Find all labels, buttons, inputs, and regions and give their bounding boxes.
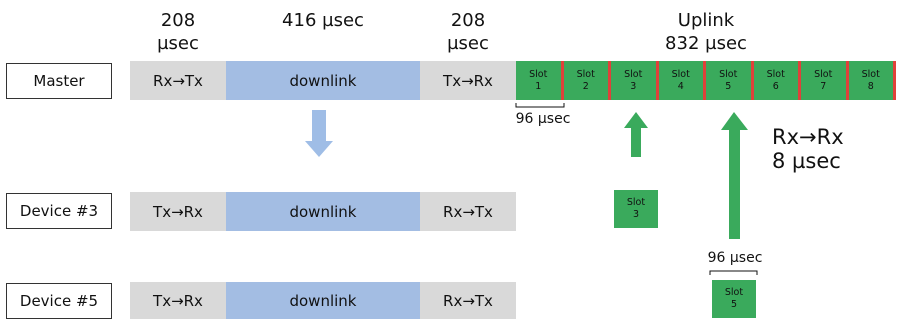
master-slot-4: Slot 4: [658, 61, 703, 100]
slot-number: 2: [582, 80, 589, 92]
slot-word: Slot: [719, 68, 738, 80]
slot-separator: [608, 61, 611, 100]
up-arrow-slot5-icon: [721, 112, 748, 239]
bracket-device5-slot: [709, 270, 758, 275]
device3-downlink: downlink: [226, 192, 420, 231]
slot-word: Slot: [576, 68, 595, 80]
slot-number: 3: [630, 80, 637, 92]
device5-slot-word: Slot: [724, 287, 744, 298]
slot-width-label-master: 96 µsec: [515, 111, 571, 127]
master-transition-rx-tx: Rx→Tx: [130, 61, 226, 100]
slot-word: Slot: [624, 68, 643, 80]
slot-separator: [845, 61, 849, 100]
up-arrow-slot3-icon: [624, 112, 648, 157]
header-transition2: 208 µsec: [420, 9, 516, 55]
master-transition-tx-rx: Tx→Rx: [420, 61, 516, 100]
device5-downlink: downlink: [226, 282, 420, 319]
slot-number: 6: [772, 80, 779, 92]
device3-slot-word: Slot: [626, 197, 646, 208]
row-label-device5: Device #5: [6, 283, 112, 319]
slot-word: Slot: [861, 68, 880, 80]
slot-number: 5: [725, 80, 732, 92]
slot-width-label-device5: 96 µsec: [707, 250, 763, 266]
header-downlink: 416 µsec: [282, 10, 364, 31]
device5-transition-rx-tx: Rx→Tx: [420, 282, 516, 319]
rx-rx-duration: 8 µsec: [772, 149, 841, 173]
header-uplink-title: Uplink: [677, 10, 735, 31]
device5-slot-number: 5: [730, 299, 738, 310]
master-slot-7: Slot 7: [801, 61, 846, 100]
master-slot-3: Slot 3: [611, 61, 656, 100]
header-uplink: Uplink 832 µsec: [516, 9, 896, 55]
device5-slot-5: Slot 5: [712, 280, 756, 318]
slot-number: 4: [677, 80, 684, 92]
header-transition1-unit: µsec: [157, 33, 199, 54]
down-arrow-icon: [305, 110, 333, 157]
device5-transition-tx-rx: Tx→Rx: [130, 282, 226, 319]
master-slot-6: Slot 6: [753, 61, 798, 100]
device3-slot-number: 3: [632, 209, 640, 220]
header-transition2-value: 208: [450, 10, 486, 31]
slot-separator: [655, 61, 659, 100]
slot-separator: [893, 61, 896, 100]
header-transition1-value: 208: [160, 10, 196, 31]
device3-transition-rx-tx: Rx→Tx: [420, 192, 516, 231]
slot-separator: [560, 61, 564, 100]
master-slot-2: Slot 2: [563, 61, 608, 100]
slot-number: 7: [820, 80, 827, 92]
rx-rx-gap-label: Rx→Rx 8 µsec: [772, 125, 844, 173]
slot-separator: [798, 61, 801, 100]
slot-word: Slot: [671, 68, 690, 80]
master-downlink: downlink: [226, 61, 420, 100]
slot-number: 1: [535, 80, 542, 92]
slot-separator: [750, 61, 754, 100]
master-slot-1: Slot 1: [516, 61, 561, 100]
slot-word: Slot: [814, 68, 833, 80]
slot-number: 8: [867, 80, 874, 92]
row-label-device3: Device #3: [6, 193, 112, 229]
device3-transition-tx-rx: Tx→Rx: [130, 192, 226, 231]
master-slot-5: Slot 5: [706, 61, 751, 100]
slot-word: Slot: [529, 68, 548, 80]
bracket-master-slot1: [515, 103, 565, 108]
header-transition1: 208 µsec: [130, 9, 226, 55]
device3-slot-3: Slot 3: [614, 190, 658, 228]
master-slot-8: Slot 8: [848, 61, 893, 100]
header-transition2-unit: µsec: [447, 33, 489, 54]
rx-rx-title: Rx→Rx: [772, 125, 844, 149]
slot-word: Slot: [766, 68, 785, 80]
slot-separator: [703, 61, 706, 100]
row-label-master: Master: [6, 63, 112, 99]
header-uplink-duration: 832 µsec: [665, 33, 747, 54]
